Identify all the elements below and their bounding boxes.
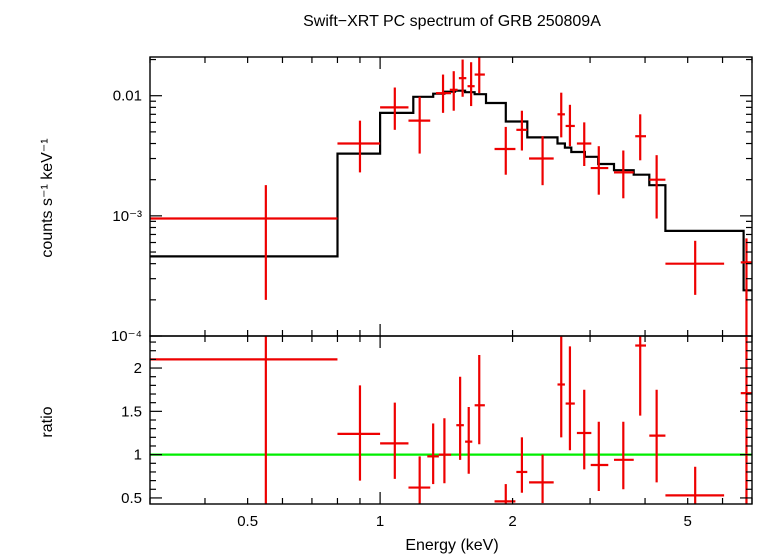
ratio-ytick-label: 2 [134, 360, 142, 377]
spectrum-data-point [436, 74, 452, 113]
ratio-ytick-label: 1.5 [121, 403, 142, 420]
spectrum-data-point [576, 122, 592, 166]
ratio-data-point [474, 355, 485, 445]
x-tick-label: 1 [376, 513, 384, 530]
ratio-data-point [494, 484, 516, 504]
spectrum-data-point [665, 240, 725, 295]
ratio-data-point [557, 336, 565, 438]
spectrum-data-point [565, 104, 575, 147]
spectrum-data-point [380, 87, 409, 130]
ratio-data-point [516, 437, 528, 493]
spectrum-panel: 10⁻⁴ 10⁻³ 0.01 [111, 56, 753, 345]
ratio-ytick-label: 1 [134, 447, 142, 464]
ratio-data-point [613, 421, 634, 490]
spectrum-data-point [494, 126, 516, 175]
x-tick-label: 2 [508, 513, 516, 530]
ratio-data-point [576, 389, 592, 470]
ratio-ytick-label: 0.5 [121, 490, 142, 507]
model-curve [150, 89, 752, 292]
ratio-data-point [438, 418, 452, 484]
ratio-data-point [456, 376, 464, 460]
spectrum-data-point [557, 92, 565, 138]
spectrum-y-axis-label: counts s⁻¹ keV⁻¹ [39, 138, 56, 257]
ratio-data-point [408, 456, 431, 504]
ratio-data-point [590, 421, 609, 492]
spectrum-ytick-label: 0.01 [113, 88, 142, 105]
ratio-data-point [665, 466, 725, 504]
ratio-y-axis-label: ratio [39, 406, 56, 437]
spectrum-data-point [449, 71, 458, 111]
ratio-data-point [427, 423, 439, 485]
ratio-data-point [635, 336, 647, 416]
spectrum-data-point [337, 120, 381, 173]
spectrum-data-point [590, 146, 609, 195]
ratio-data-point [565, 346, 575, 451]
spectrum-data-point [467, 62, 475, 107]
x-tick-label: 0.5 [237, 513, 258, 530]
x-axis-label: Energy (keV) [405, 537, 498, 554]
spectrum-data-point [458, 59, 467, 97]
ratio-data-point [380, 402, 409, 479]
spectrum-data-point [529, 136, 554, 186]
spectrum-data-point [613, 150, 634, 199]
spectrum-data-point [150, 185, 338, 300]
spectrum-data-point [635, 114, 647, 161]
spectrum-data-point [516, 110, 528, 151]
ratio-data-point [150, 336, 338, 504]
ratio-panel: 0.5 1 1.5 2 0.5 1 2 5 [121, 335, 753, 530]
spectrum-ytick-label: 10⁻⁴ [111, 328, 142, 345]
ratio-data-point [465, 407, 473, 474]
spectrum-data-point [474, 57, 485, 94]
spectrum-data-point [408, 96, 431, 154]
ratio-data-point [337, 385, 381, 481]
chart-title: Swift−XRT PC spectrum of GRB 250809A [303, 13, 601, 30]
x-tick-label: 5 [684, 513, 692, 530]
ratio-data-point [649, 389, 666, 483]
spectrum-data-point [740, 238, 752, 336]
spectrum-ytick-label: 10⁻³ [112, 208, 142, 225]
spectrum-data-point [649, 155, 666, 219]
ratio-data-point [529, 454, 554, 504]
